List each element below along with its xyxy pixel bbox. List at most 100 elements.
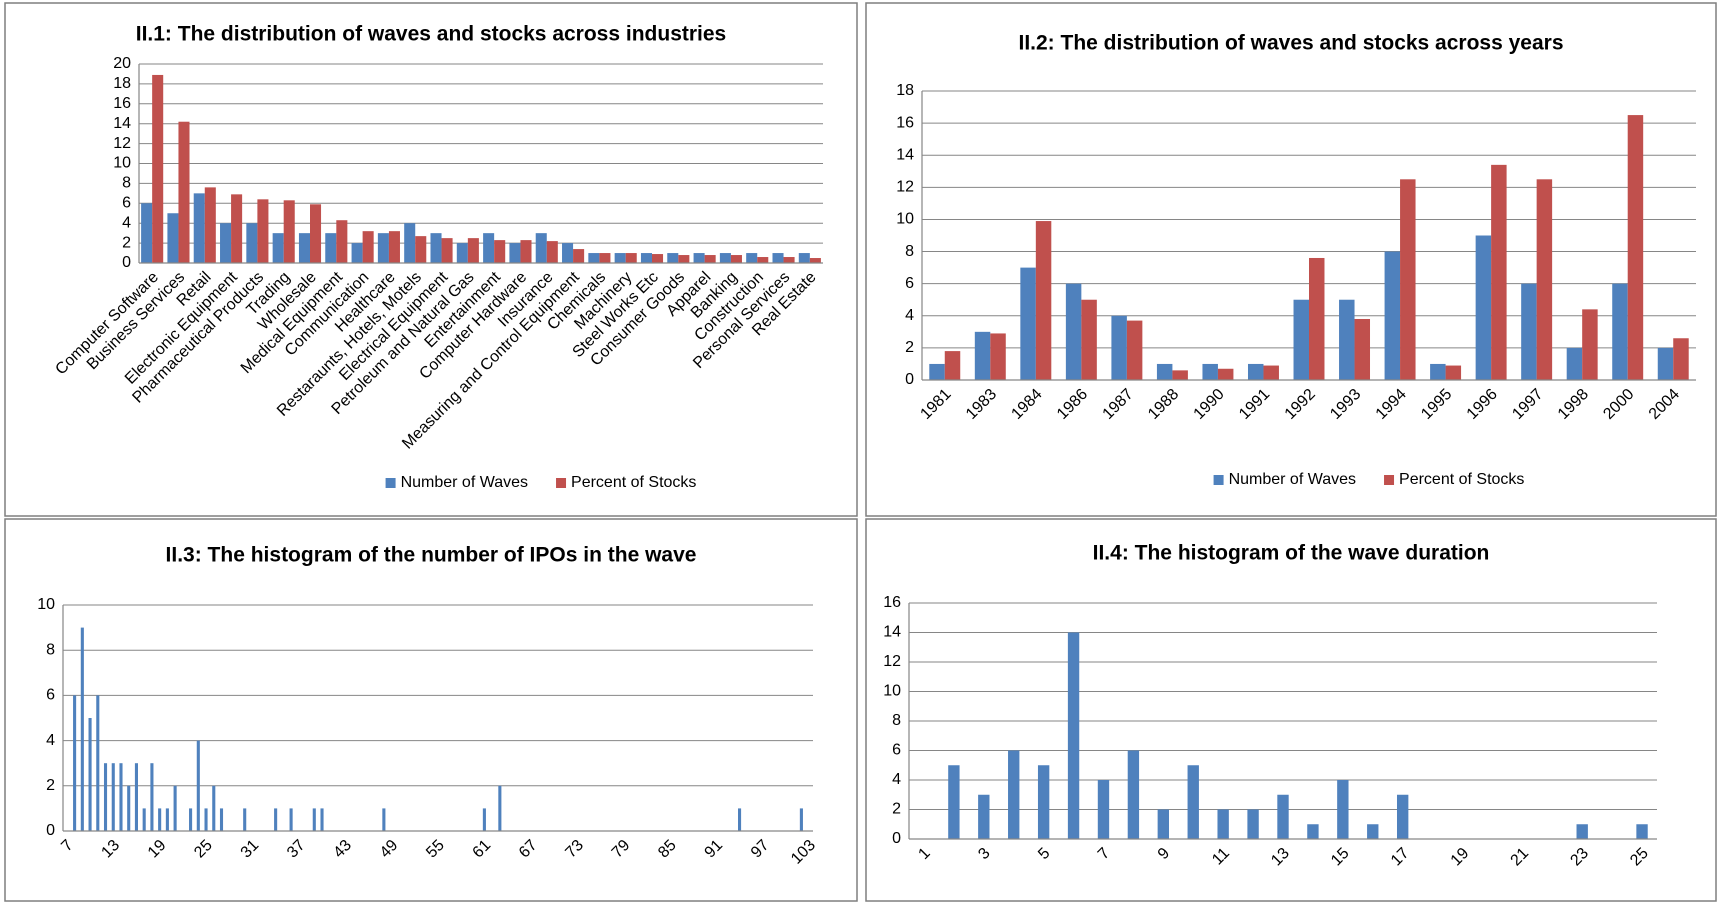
bar xyxy=(929,363,945,380)
bar xyxy=(274,808,278,831)
bar xyxy=(1475,235,1492,380)
bar xyxy=(809,258,821,263)
y-tick-label: 14 xyxy=(896,146,914,163)
bar xyxy=(757,257,769,263)
bar xyxy=(325,233,337,263)
y-tick-label: 16 xyxy=(113,95,131,112)
y-tick-label: 6 xyxy=(46,687,55,704)
bar xyxy=(231,194,243,263)
bar xyxy=(1491,164,1507,380)
bar xyxy=(1521,283,1537,380)
y-tick-label: 0 xyxy=(122,254,131,271)
legend-swatch xyxy=(385,478,396,488)
bar xyxy=(625,253,637,263)
bar xyxy=(974,331,991,380)
bar xyxy=(152,74,164,263)
bar xyxy=(1339,299,1355,380)
y-tick-label: 8 xyxy=(892,712,901,729)
bar xyxy=(1445,365,1462,380)
bar xyxy=(382,808,386,831)
bar xyxy=(441,238,453,263)
bar xyxy=(220,223,232,263)
bar xyxy=(1008,750,1020,839)
bar xyxy=(1247,809,1259,839)
bar xyxy=(388,231,400,263)
y-tick-label: 14 xyxy=(883,624,901,641)
bar xyxy=(141,203,153,263)
bar xyxy=(1367,824,1379,839)
chart-title: II.3: The histogram of the number of IPO… xyxy=(166,544,697,567)
bar xyxy=(189,808,193,831)
y-tick-label: 0 xyxy=(46,822,55,839)
bar xyxy=(119,763,123,831)
bar xyxy=(948,765,960,839)
bar xyxy=(142,808,146,831)
bar xyxy=(652,254,664,263)
bar xyxy=(730,255,742,263)
bar xyxy=(1247,363,1264,380)
bar xyxy=(193,193,205,263)
bar xyxy=(1430,363,1446,380)
bar xyxy=(1126,320,1143,380)
bar xyxy=(783,257,795,263)
y-tick-label: 18 xyxy=(113,75,131,92)
bar xyxy=(494,240,506,263)
bar xyxy=(1612,283,1628,380)
bar xyxy=(283,200,295,263)
bar xyxy=(167,213,179,263)
bar xyxy=(456,243,468,263)
bar xyxy=(799,808,803,831)
bar xyxy=(430,233,442,263)
bar xyxy=(96,695,100,831)
bar xyxy=(310,204,322,263)
bar xyxy=(599,253,611,263)
bar xyxy=(88,718,92,831)
bar xyxy=(1172,370,1188,380)
bar xyxy=(196,740,200,831)
y-tick-label: 0 xyxy=(905,371,914,388)
bar xyxy=(219,808,224,831)
bar xyxy=(1309,257,1325,380)
bar xyxy=(640,253,652,263)
bar xyxy=(1400,179,1416,380)
y-tick-label: 2 xyxy=(892,801,901,818)
bar xyxy=(336,220,348,263)
bar xyxy=(377,233,389,263)
bar xyxy=(158,808,162,831)
bar xyxy=(704,255,716,263)
panel xyxy=(4,518,858,902)
y-tick-label: 6 xyxy=(892,742,901,759)
bar xyxy=(546,241,558,263)
legend-label: Percent of Stocks xyxy=(1399,471,1524,488)
y-tick-label: 10 xyxy=(37,596,55,613)
bar xyxy=(1020,267,1036,380)
bar xyxy=(298,233,310,263)
bar xyxy=(1277,794,1289,839)
bar xyxy=(1035,221,1052,380)
bar xyxy=(535,233,547,263)
legend-label: Percent of Stocks xyxy=(571,474,696,491)
y-tick-label: 6 xyxy=(905,275,914,292)
y-tick-label: 8 xyxy=(122,175,131,192)
chart-title: II.4: The histogram of the wave duration xyxy=(1093,542,1490,565)
bar xyxy=(351,243,363,263)
bar xyxy=(1157,809,1170,839)
y-tick-label: 12 xyxy=(896,179,914,196)
bar xyxy=(1217,368,1234,380)
bar xyxy=(246,223,258,263)
chart-title: II.2: The distribution of waves and stoc… xyxy=(1018,32,1563,55)
y-tick-label: 12 xyxy=(883,653,901,670)
y-tick-label: 20 xyxy=(113,55,131,72)
bar xyxy=(562,243,574,263)
bar xyxy=(150,763,154,831)
y-tick-label: 2 xyxy=(122,234,131,251)
bar xyxy=(289,808,293,831)
bar xyxy=(798,253,810,263)
bar xyxy=(80,627,84,831)
bar xyxy=(1037,765,1050,839)
legend-swatch xyxy=(556,478,567,488)
bar xyxy=(667,253,679,263)
bar xyxy=(573,249,585,263)
y-tick-label: 16 xyxy=(883,594,901,611)
